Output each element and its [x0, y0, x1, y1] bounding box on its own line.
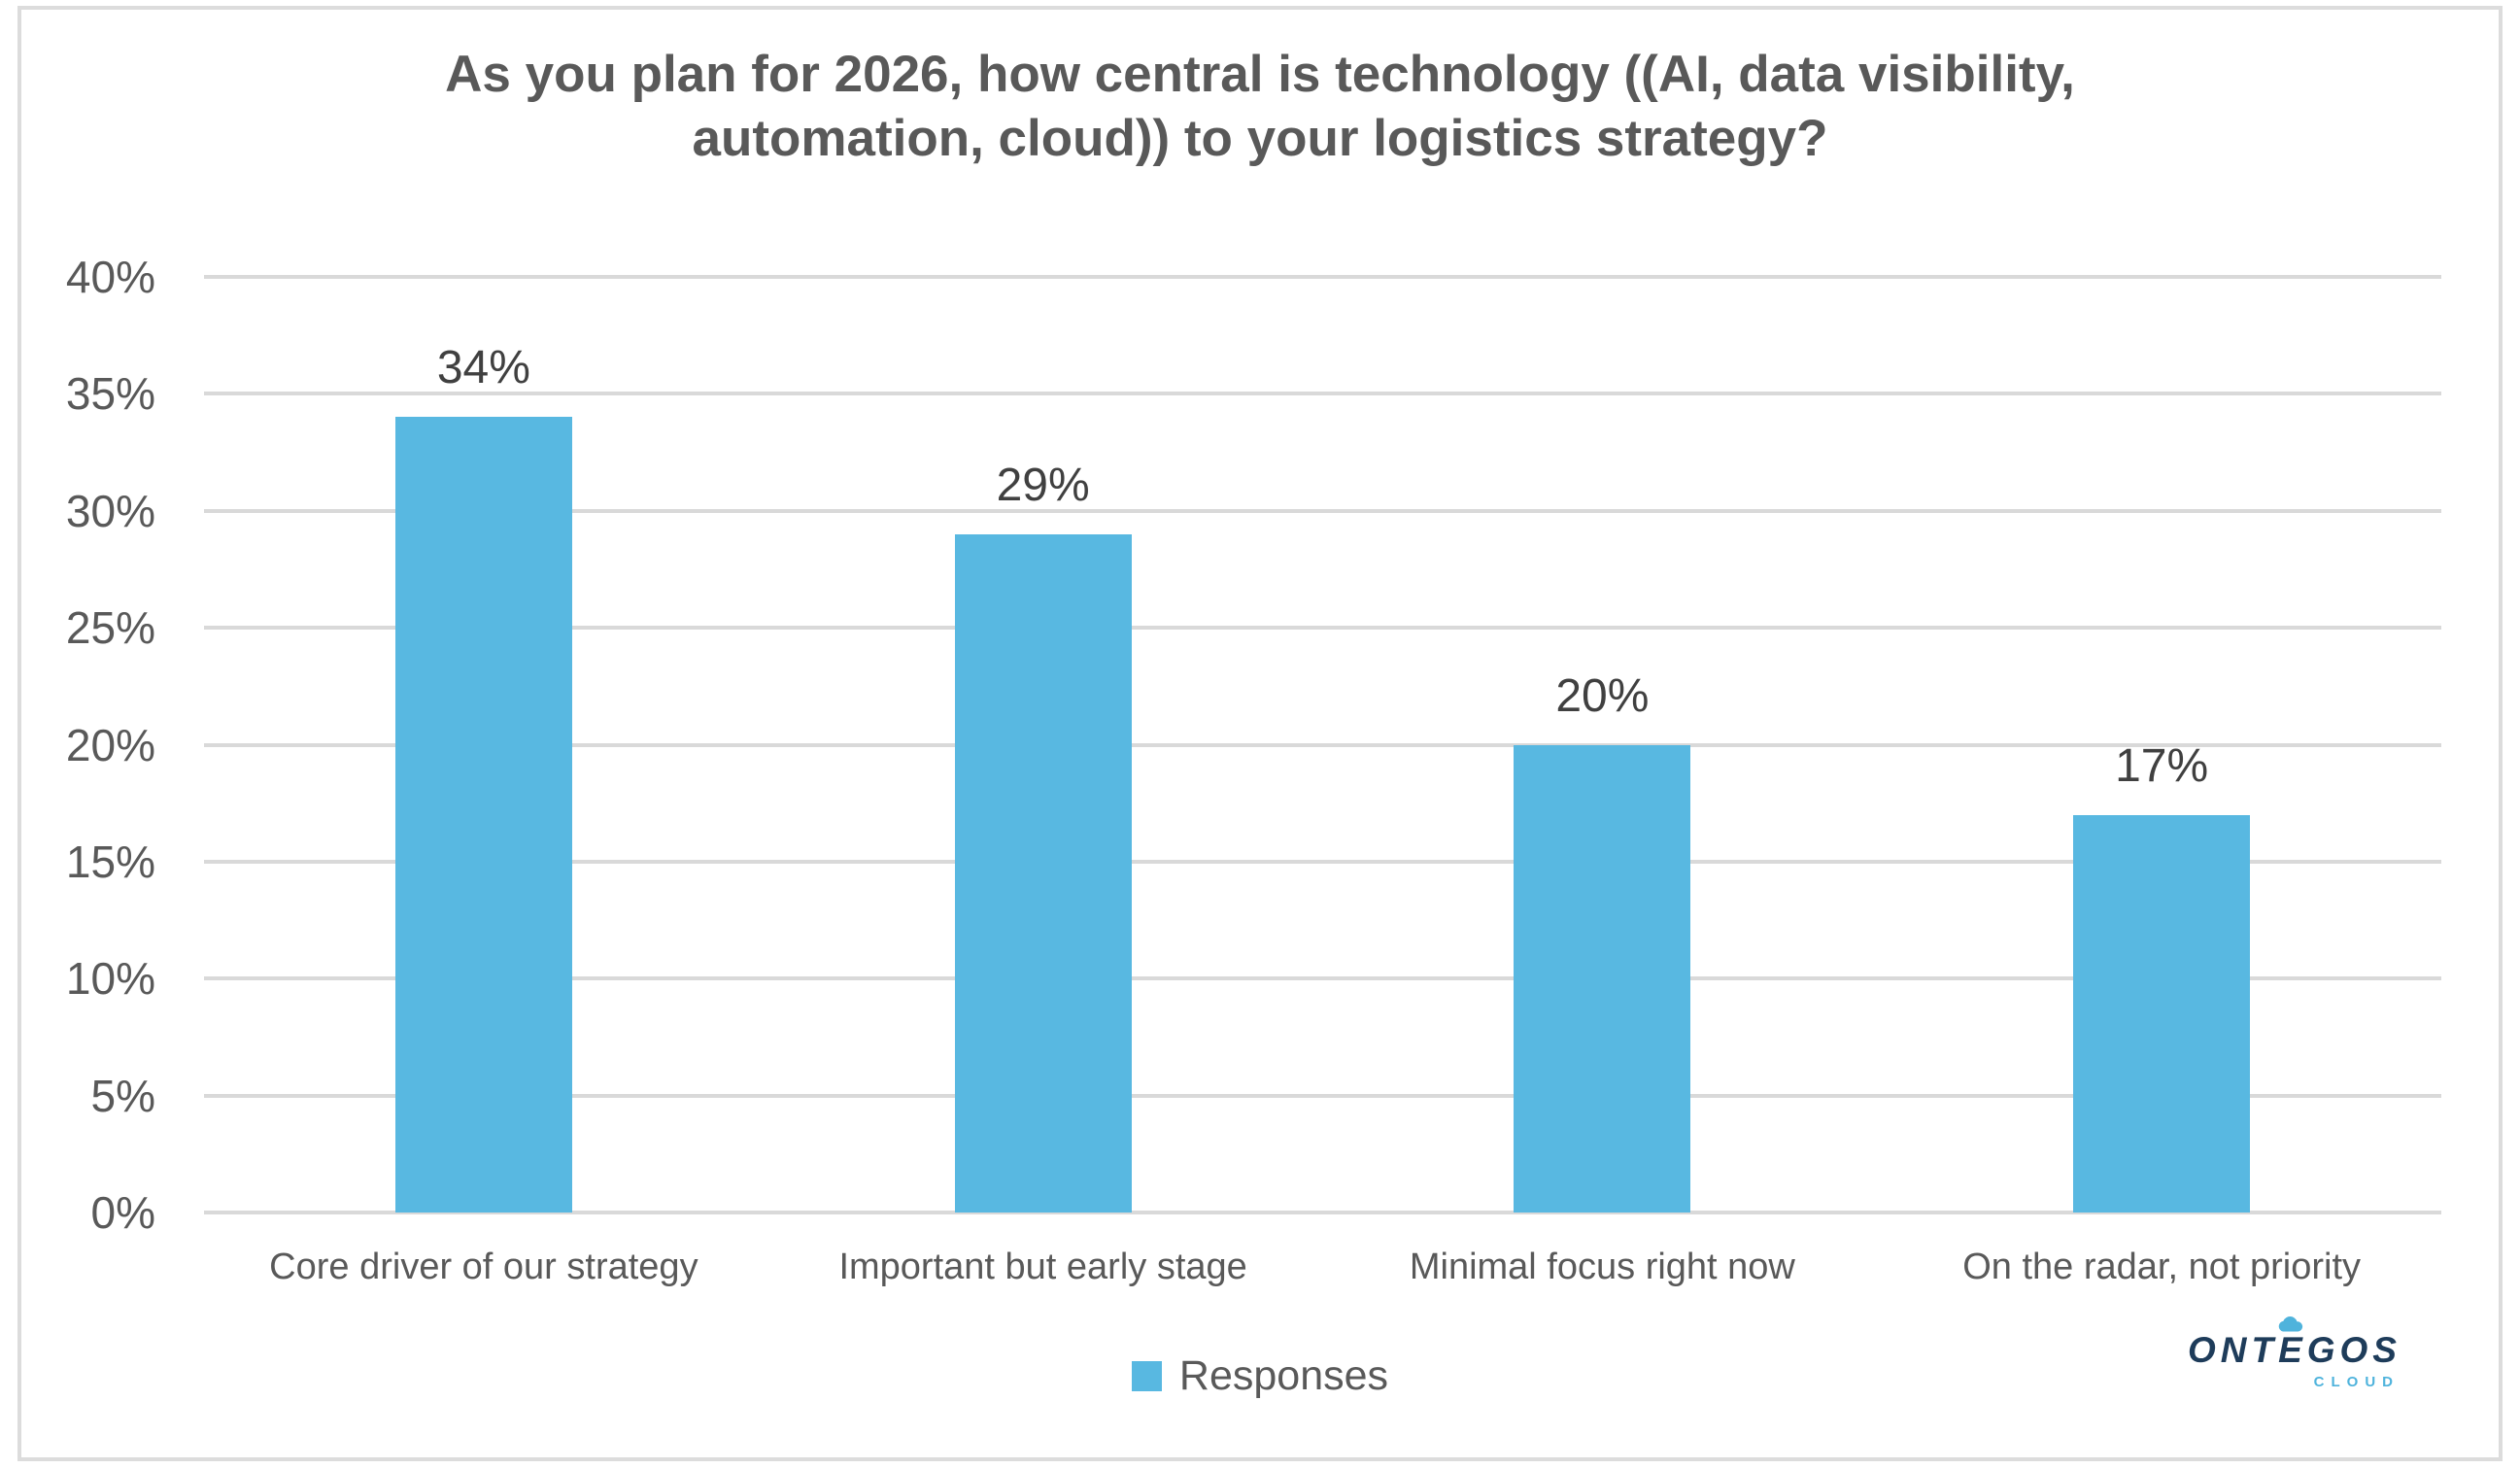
x-axis: Core driver of our strategy Important but…	[204, 1247, 2441, 1288]
bar-slot: 29%	[764, 277, 1323, 1213]
data-label: 29%	[996, 459, 1090, 511]
data-label: 34%	[436, 342, 530, 394]
logo-subtitle: CLOUD	[2313, 1373, 2400, 1390]
gridline	[204, 1093, 2441, 1098]
plot-area: 34% 29% 20% 17%	[204, 275, 2441, 1214]
gridline	[204, 508, 2441, 513]
logo-wordmark: ONT EGOS	[2187, 1316, 2401, 1371]
y-axis-tick: 25%	[65, 602, 155, 654]
bar-slot: 20%	[1323, 277, 1883, 1213]
legend: Responses	[0, 1352, 2520, 1400]
data-label: 20%	[1555, 669, 1650, 722]
cloud-icon	[2278, 1316, 2303, 1332]
legend-swatch	[1131, 1361, 1162, 1391]
y-axis-tick: 30%	[65, 485, 155, 536]
logo-prefix: ONT	[2187, 1330, 2279, 1370]
data-label: 17%	[2115, 739, 2209, 792]
y-axis-tick: 5%	[90, 1070, 155, 1121]
y-axis-tick: 0%	[90, 1187, 155, 1238]
bar-slot: 17%	[1882, 277, 2441, 1213]
y-axis-tick: 10%	[65, 953, 155, 1005]
x-axis-label: Minimal focus right now	[1409, 1247, 1795, 1287]
gridline	[204, 742, 2441, 747]
gridline	[204, 392, 2441, 396]
bar	[1514, 744, 1691, 1213]
x-axis-label: Important but early stage	[838, 1247, 1247, 1287]
x-axis-label: Core driver of our strategy	[269, 1247, 698, 1287]
gridline	[204, 626, 2441, 631]
bar	[2073, 814, 2251, 1213]
y-axis-tick: 15%	[65, 836, 155, 887]
bar	[954, 533, 1132, 1213]
y-axis-tick: 35%	[65, 368, 155, 420]
chart-title-line-2: automation, cloud)) to your logistics st…	[692, 110, 1828, 168]
bar-slot: 34%	[204, 277, 764, 1213]
legend-label: Responses	[1178, 1352, 1389, 1399]
gridline	[204, 275, 2441, 279]
y-axis-tick: 20%	[65, 719, 155, 770]
gridline	[204, 1211, 2441, 1214]
logo-accent-letter: E	[2278, 1316, 2307, 1371]
y-axis-tick: 40%	[65, 252, 155, 302]
logo-suffix: GOS	[2306, 1330, 2401, 1370]
chart-title: As you plan for 2026, how central is tec…	[0, 43, 2520, 172]
x-axis-label: On the radar, not priority	[1962, 1247, 2361, 1287]
gridline	[204, 859, 2441, 864]
gridline	[204, 976, 2441, 981]
y-axis: 0% 5% 10% 15% 20% 25% 30% 35% 40%	[29, 252, 155, 1238]
bar	[394, 417, 572, 1213]
ontegos-logo: ONT EGOS CLOUD	[2187, 1316, 2401, 1390]
chart-title-line-1: As you plan for 2026, how central is tec…	[445, 46, 2075, 103]
